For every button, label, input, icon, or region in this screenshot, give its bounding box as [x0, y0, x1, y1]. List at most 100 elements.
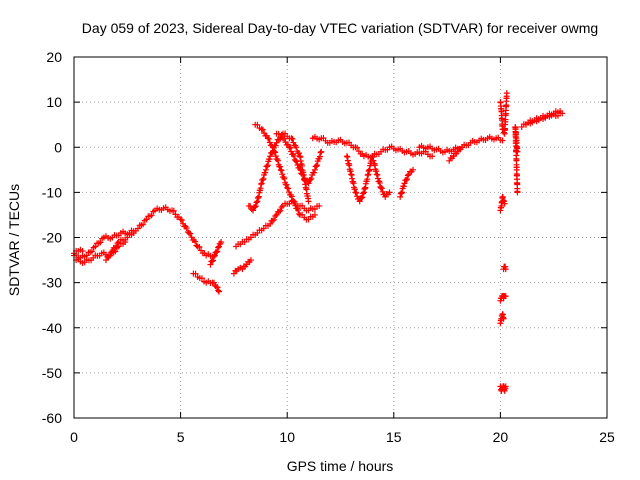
data-point-arc-I — [251, 204, 258, 211]
data-point-arc-J — [295, 206, 302, 213]
data-point-arc-K — [318, 148, 325, 155]
data-point-arc-A — [143, 216, 150, 223]
data-point-arc-I — [273, 139, 280, 146]
data-point-arc-E — [211, 279, 218, 286]
data-point-arc-I — [288, 135, 295, 142]
data-point-arc-K — [313, 163, 320, 170]
data-point-arc-A — [196, 243, 203, 250]
y-tick-label: -40 — [42, 320, 62, 336]
data-point-arc-A — [178, 217, 185, 224]
data-point-arc-J — [283, 181, 290, 188]
data-point-arc-K — [311, 169, 318, 176]
data-point-arc-C — [79, 248, 86, 255]
data-point-arc-A — [140, 221, 147, 228]
data-point-arc-A — [192, 238, 199, 245]
data-point-arc-J — [285, 185, 292, 192]
data-point-arc-A — [187, 230, 194, 237]
data-point-arc-I — [264, 162, 271, 169]
data-point-arc-K — [317, 149, 324, 156]
data-point-arc-I — [259, 176, 266, 183]
data-point-arc-H — [316, 202, 323, 209]
data-point-arc-Q — [459, 144, 466, 151]
data-point-arc-D — [113, 243, 120, 250]
data-point-arc-F — [210, 257, 217, 264]
data-point-arc-K — [305, 180, 312, 187]
data-point-arc-A — [170, 207, 177, 214]
data-point-arc-J — [259, 126, 266, 133]
data-point-arc-O — [409, 166, 416, 173]
data-point-arc-J — [311, 211, 318, 218]
data-point-arc-D — [114, 240, 121, 247]
data-point-arc-R — [502, 383, 509, 390]
data-point-arc-I — [296, 150, 303, 157]
y-tick-label: 10 — [46, 94, 62, 110]
data-point-arc-J — [288, 193, 295, 200]
data-point-arc-A — [92, 243, 99, 250]
data-point-arc-I — [289, 135, 296, 142]
data-point-arc-X — [514, 189, 521, 196]
data-point-arc-D — [102, 257, 109, 264]
data-point-arc-I — [293, 144, 300, 151]
data-point-arc-H — [276, 208, 283, 215]
data-point-arc-K — [311, 166, 318, 173]
data-point-arc-L — [354, 144, 361, 151]
data-point-arc-A — [193, 242, 200, 249]
data-point-arc-E — [215, 288, 222, 295]
data-point-arc-M — [358, 195, 365, 202]
y-tick-label: 20 — [46, 49, 62, 65]
grid — [74, 57, 607, 418]
data-point-arc-J — [278, 167, 285, 174]
y-tick-label: -50 — [42, 365, 62, 381]
data-point-arc-K — [287, 144, 294, 151]
data-point-arc-J — [281, 175, 288, 182]
data-point-arc-E — [192, 270, 199, 277]
x-tick-label: 15 — [386, 429, 402, 445]
y-tick-label: 0 — [54, 139, 62, 155]
x-tick-label: 10 — [279, 429, 295, 445]
data-point-arc-H — [267, 220, 274, 227]
data-point-arc-A — [97, 239, 104, 246]
data-point-arc-J — [272, 149, 279, 156]
data-point-arc-I — [262, 166, 269, 173]
data-point-arc-I — [264, 163, 271, 170]
y-axis-ticks: -60 -50 -40 -30 -20 -10 0 10 20 — [42, 49, 607, 426]
data-point-arc-J — [291, 198, 298, 205]
data-point-arc-Z — [559, 110, 566, 117]
data-point-arc-K — [308, 175, 315, 182]
data-point-arc-K — [293, 158, 300, 165]
y-tick-label: -20 — [42, 230, 62, 246]
data-point-arc-I — [260, 175, 267, 182]
data-point-arc-O — [397, 193, 404, 200]
x-tick-label: 0 — [70, 429, 78, 445]
data-point-arc-E — [214, 284, 221, 291]
data-point-arc-I — [247, 203, 254, 210]
data-point-arc-N — [374, 171, 381, 178]
data-point-arc-D — [105, 253, 112, 260]
data-point-arc-M — [353, 189, 360, 196]
data-point-arc-J — [274, 157, 281, 164]
x-tick-label: 5 — [177, 429, 185, 445]
chart-title: Day 059 of 2023, Sidereal Day-to-day VTE… — [82, 20, 598, 36]
data-point-arc-A — [183, 225, 190, 232]
data-point-arc-I — [253, 199, 260, 206]
data-point-arc-J — [271, 148, 278, 155]
y-tick-label: -30 — [42, 275, 62, 291]
data-point-arc-D — [106, 252, 113, 259]
data-point-arc-J — [269, 143, 276, 150]
data-point-arc-O — [400, 183, 407, 190]
data-point-arc-D — [111, 244, 118, 251]
data-point-arc-S — [502, 293, 509, 300]
data-point-arc-E — [198, 275, 205, 282]
data-point-arc-H — [273, 211, 280, 218]
data-point-arc-F — [215, 244, 222, 251]
data-point-arc-I — [262, 169, 269, 176]
data-point-arc-H — [269, 217, 276, 224]
data-point-arc-P — [499, 137, 506, 144]
data-point-arc-K — [281, 135, 288, 142]
data-point-arc-A — [88, 248, 95, 255]
data-point-arc-J — [296, 210, 303, 217]
plot-frame — [73, 56, 608, 419]
data-point-arc-N — [386, 189, 393, 196]
x-tick-label: 25 — [599, 429, 615, 445]
